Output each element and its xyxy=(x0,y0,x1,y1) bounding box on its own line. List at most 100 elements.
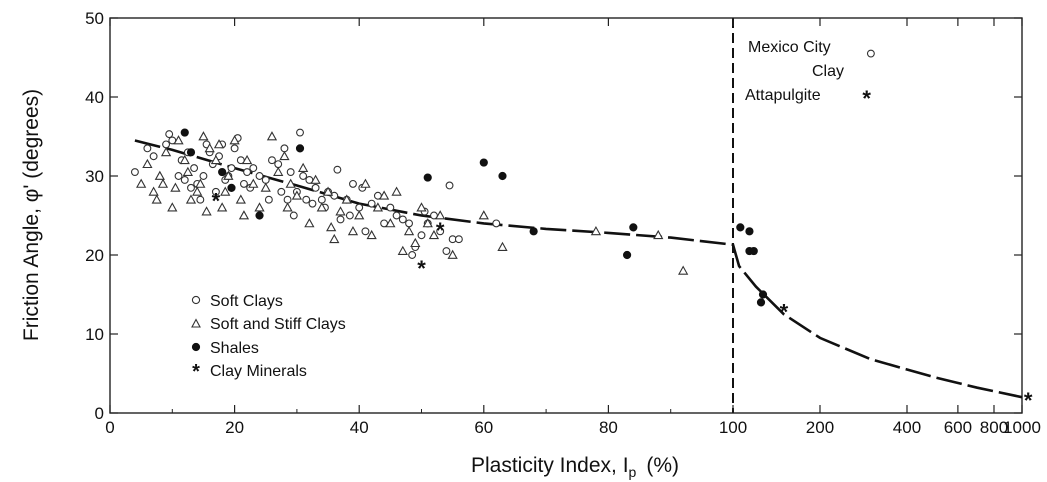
point-shales xyxy=(622,250,632,260)
point-soft-clays xyxy=(283,195,292,204)
point-soft-clays xyxy=(492,219,501,228)
point-soft-and-stiff-clays xyxy=(154,170,165,180)
x-axis-title-sub: p xyxy=(629,464,637,480)
point-clay-minerals: * xyxy=(1024,388,1033,413)
point-soft-clays xyxy=(264,195,273,204)
point-soft-and-stiff-clays xyxy=(204,143,215,153)
legend-item-shales: Shales xyxy=(191,340,259,357)
point-soft-clays xyxy=(165,130,174,139)
point-soft-clays xyxy=(355,203,364,212)
point-soft-clays xyxy=(361,227,370,236)
point-soft-clays xyxy=(333,165,342,174)
point-soft-clays xyxy=(308,199,317,208)
point-soft-clays xyxy=(408,251,417,259)
legend-marker-soft-stiff-clays xyxy=(191,318,201,328)
point-shales xyxy=(749,246,758,256)
point-soft-and-stiff-clays xyxy=(329,233,340,244)
series-attapulgite: * xyxy=(862,86,871,111)
point-soft-and-stiff-clays xyxy=(157,178,169,188)
point-soft-and-stiff-clays xyxy=(497,241,508,252)
point-soft-clays xyxy=(249,164,258,173)
point-soft-and-stiff-clays xyxy=(179,154,190,165)
legend-label-soft-stiff-clays: Soft and Stiff Clays xyxy=(210,316,346,333)
point-clay-minerals: * xyxy=(417,256,426,281)
point-mexico-city-clay xyxy=(866,49,875,58)
x-tick-label-800: 800 xyxy=(980,418,1008,437)
legend-label-shales: Shales xyxy=(210,340,259,357)
legend: Soft Clays Soft and Stiff Clays Shales *… xyxy=(191,293,346,383)
point-soft-clays xyxy=(174,172,183,180)
x-tick-label-1000: 1000 xyxy=(1003,418,1041,437)
legend-marker-soft-clays xyxy=(191,295,201,305)
y-tick-label-0: 0 xyxy=(95,404,104,423)
point-soft-clays xyxy=(255,172,264,180)
point-soft-and-stiff-clays xyxy=(235,194,246,204)
legend-item-clay-minerals: * Clay Minerals xyxy=(192,361,307,383)
x-tick-label-40: 40 xyxy=(350,418,369,437)
point-soft-clays xyxy=(392,211,401,220)
point-clay-minerals: * xyxy=(436,218,445,243)
point-soft-clays xyxy=(417,231,426,240)
point-soft-and-stiff-clays xyxy=(201,206,212,216)
point-soft-and-stiff-clays xyxy=(428,229,440,240)
x-axis-title-main: Plasticity Index, I xyxy=(471,454,629,477)
point-soft-and-stiff-clays xyxy=(195,178,206,188)
point-shales xyxy=(186,148,196,157)
point-shales xyxy=(255,211,264,220)
point-soft-and-stiff-clays xyxy=(354,210,365,220)
point-soft-and-stiff-clays xyxy=(198,131,209,141)
point-soft-and-stiff-clays xyxy=(326,222,337,232)
point-soft-and-stiff-clays xyxy=(260,182,271,192)
point-shales xyxy=(295,144,305,153)
point-soft-and-stiff-clays xyxy=(410,237,421,248)
point-soft-clays xyxy=(330,191,339,200)
point-soft-clays xyxy=(243,168,252,177)
point-soft-and-stiff-clays xyxy=(170,182,181,192)
point-soft-clays xyxy=(336,215,345,224)
point-soft-and-stiff-clays xyxy=(291,190,303,200)
point-shales xyxy=(479,158,488,167)
point-soft-and-stiff-clays xyxy=(304,218,315,228)
legend-marker-shales xyxy=(191,342,201,352)
point-soft-and-stiff-clays xyxy=(213,139,225,149)
x-axis-title-unit: (%) xyxy=(646,454,679,477)
point-soft-clays xyxy=(190,164,199,173)
point-soft-clays xyxy=(398,215,407,224)
plot-frame xyxy=(109,17,1023,414)
point-shales xyxy=(529,227,538,236)
trend-line xyxy=(134,139,1023,399)
trend-line-path xyxy=(134,139,1023,399)
point-attapulgite: * xyxy=(862,86,871,111)
annotation-attapulgite: Attapulgite xyxy=(745,87,821,104)
point-soft-and-stiff-clays xyxy=(403,225,415,236)
point-soft-clays xyxy=(162,140,171,149)
point-soft-and-stiff-clays xyxy=(447,249,458,259)
y-tick-label-10: 10 xyxy=(85,325,104,344)
point-soft-and-stiff-clays xyxy=(422,218,433,228)
point-soft-clays xyxy=(405,219,413,228)
point-soft-and-stiff-clays xyxy=(185,194,197,204)
point-soft-clays xyxy=(199,172,208,180)
y-tick-label-20: 20 xyxy=(85,246,104,265)
point-soft-and-stiff-clays xyxy=(285,178,296,188)
legend-item-soft-stiff-clays: Soft and Stiff Clays xyxy=(191,316,346,333)
point-soft-clays xyxy=(345,211,354,220)
point-soft-clays xyxy=(280,144,289,153)
annotation-mexico-city: Mexico City xyxy=(748,39,831,56)
point-soft-and-stiff-clays xyxy=(173,135,184,145)
y-tick-label-30: 30 xyxy=(85,167,104,186)
legend-label-soft-clays: Soft Clays xyxy=(210,293,283,310)
point-soft-and-stiff-clays xyxy=(167,202,178,212)
series-soft-and-stiff-clays xyxy=(136,131,689,275)
point-soft-and-stiff-clays xyxy=(341,194,352,204)
point-soft-clays xyxy=(149,152,158,161)
point-soft-and-stiff-clays xyxy=(391,186,402,196)
point-soft-and-stiff-clays xyxy=(148,186,159,196)
x-tick-label-400: 400 xyxy=(893,418,921,437)
series-shales xyxy=(180,128,768,307)
legend-label-clay-minerals: Clay Minerals xyxy=(210,363,307,380)
point-soft-and-stiff-clays xyxy=(279,150,290,161)
point-soft-and-stiff-clays xyxy=(435,210,446,220)
point-soft-clays xyxy=(442,247,451,256)
